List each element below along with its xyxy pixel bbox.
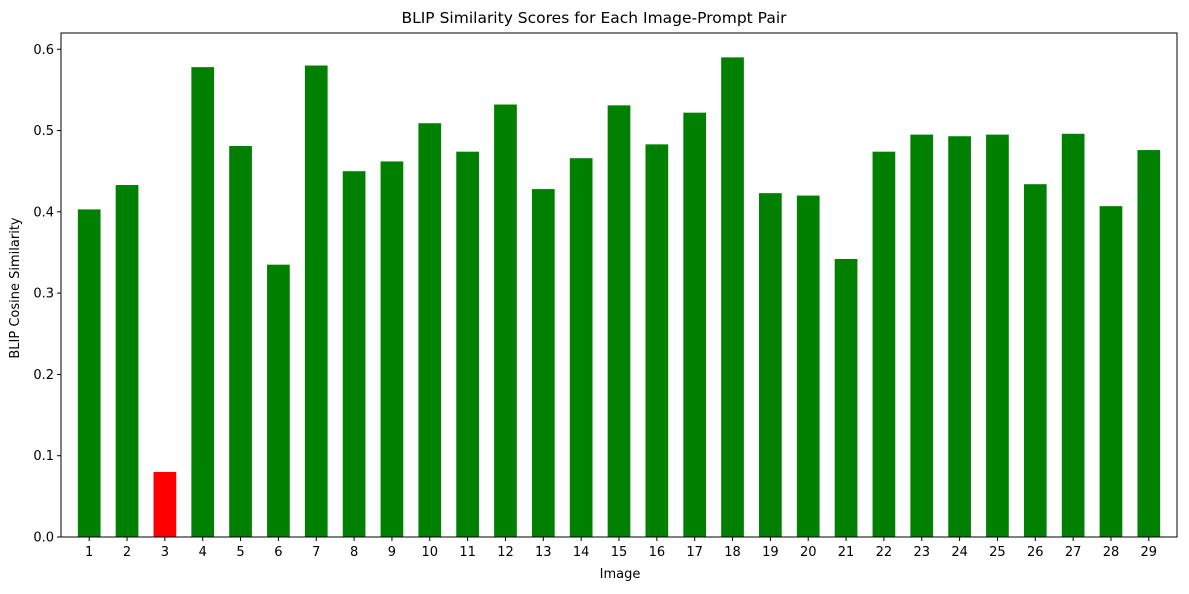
x-tick-label: 24 (951, 545, 968, 560)
x-tick-label: 18 (724, 545, 741, 560)
bar-19 (759, 193, 782, 537)
x-tick-label: 9 (388, 545, 396, 560)
bar-24 (948, 136, 971, 537)
y-tick-label: 0.2 (33, 368, 54, 383)
bar-9 (380, 161, 404, 537)
x-tick-label: 6 (274, 545, 282, 560)
y-tick-label: 0.3 (33, 287, 54, 302)
x-tick-label: 11 (459, 545, 476, 560)
x-tick-label: 26 (1027, 545, 1044, 560)
x-tick-label: 3 (161, 545, 169, 560)
y-tick-label: 0.6 (33, 43, 54, 58)
x-tick-label: 15 (611, 545, 628, 560)
y-tick-label: 0.1 (33, 449, 54, 464)
bar-14 (569, 158, 593, 537)
x-tick-label: 5 (236, 545, 244, 560)
x-axis-label: Image (600, 567, 641, 582)
bar-4 (191, 67, 215, 537)
x-tick-label: 28 (1103, 545, 1120, 560)
x-tick-label: 17 (686, 545, 703, 560)
x-tick-label: 16 (649, 545, 666, 560)
x-tick-label: 7 (312, 545, 320, 560)
x-tick-label: 21 (838, 545, 855, 560)
bar-25 (986, 134, 1009, 537)
y-tick-label: 0.4 (33, 205, 54, 220)
bar-27 (1061, 133, 1085, 538)
x-tick-label: 19 (762, 545, 779, 560)
y-tick-label: 0.5 (33, 124, 54, 139)
x-tick-label: 20 (800, 545, 817, 560)
bar-11 (456, 151, 479, 537)
bar-13 (531, 189, 555, 537)
chart-title: BLIP Similarity Scores for Each Image-Pr… (401, 9, 787, 27)
bar-5 (229, 145, 252, 538)
x-tick-label: 10 (422, 545, 439, 560)
y-tick-label: 0.0 (33, 531, 54, 546)
bar-21 (834, 258, 858, 537)
bar-28 (1099, 206, 1123, 538)
x-tick-label: 12 (497, 545, 514, 560)
bar-17 (683, 112, 707, 537)
x-tick-label: 22 (876, 545, 893, 560)
bar-26 (1023, 184, 1047, 537)
x-tick-label: 27 (1065, 545, 1082, 560)
bar-29 (1137, 150, 1161, 538)
bar-16 (645, 144, 669, 537)
bar-1 (77, 209, 101, 537)
x-tick-label: 8 (350, 545, 358, 560)
plot-frame (60, 32, 1178, 538)
x-tick-label: 13 (535, 545, 552, 560)
y-axis-label: BLIP Cosine Similarity (8, 217, 23, 359)
x-tick-label: 25 (989, 545, 1006, 560)
bar-20 (796, 195, 820, 538)
bar-12 (494, 104, 517, 537)
x-tick-label: 29 (1141, 545, 1158, 560)
bar-3 (153, 471, 177, 537)
x-tick-label: 14 (573, 545, 590, 560)
bar-15 (607, 105, 631, 537)
x-tick-label: 23 (913, 545, 930, 560)
bar-10 (418, 123, 442, 537)
plot-area: 1 2 3 4 5 6 7 8 9 10 11 12 13 14 15 16 17 18 19 20 21 22 23 24 2… (33, 32, 1178, 560)
bar-2 (115, 185, 139, 537)
bar-6 (267, 264, 290, 537)
bar-23 (910, 134, 934, 537)
bar-22 (872, 151, 896, 537)
bar-7 (304, 65, 328, 538)
x-tick-label: 2 (123, 545, 131, 560)
bar-18 (721, 57, 744, 538)
x-tick-label: 4 (199, 545, 207, 560)
x-tick-label: 1 (85, 545, 93, 560)
bar-8 (342, 171, 366, 537)
